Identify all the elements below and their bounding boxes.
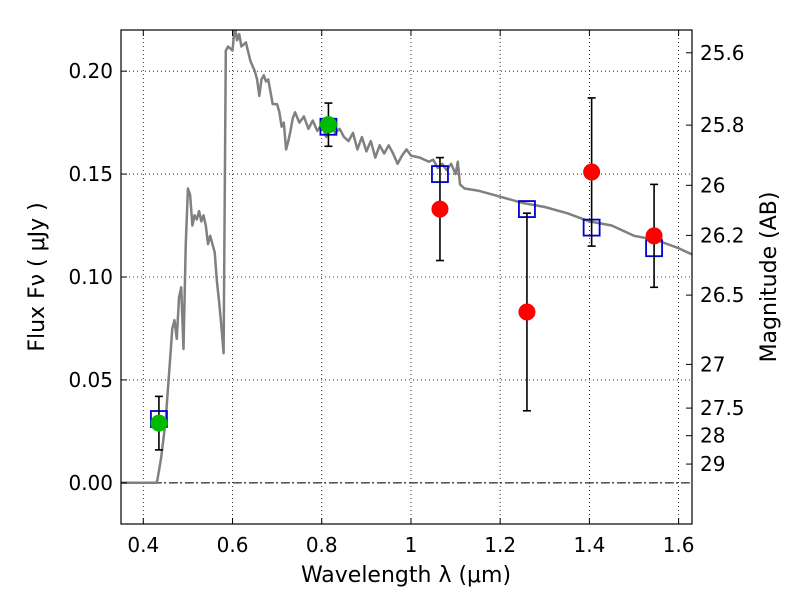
data-marks (150, 97, 663, 451)
x-tick-label: 1.6 (663, 533, 695, 557)
y-axis-label: Flux Fν ( μJy ) (25, 202, 50, 351)
right-axis-ticks: 25.6 25.8 26 26.2 26.5 27 27.5 28 29 (686, 41, 745, 476)
y-tick-label: 0.00 (68, 471, 113, 495)
x-tick-label: 1 (405, 533, 418, 557)
right-tick-label: 26.2 (700, 223, 745, 247)
x-tick-label: 0.6 (217, 533, 249, 557)
y-axis-ticks: 0.00 0.05 0.10 0.15 0.20 (68, 59, 127, 495)
right-tick-label: 27.5 (700, 396, 745, 420)
x-tick-label: 1.4 (573, 533, 605, 557)
red-data-point (645, 227, 663, 245)
right-tick-label: 26.5 (700, 283, 745, 307)
template-spectrum-line (121, 30, 692, 485)
y-tick-label: 0.15 (68, 162, 113, 186)
green-data-point (319, 116, 337, 134)
green-data-point (150, 414, 168, 432)
right-axis-label: Magnitude (AB) (757, 192, 782, 363)
right-tick-label: 25.8 (700, 113, 745, 137)
right-tick-label: 28 (700, 424, 725, 448)
right-tick-label: 25.6 (700, 41, 745, 65)
x-tick-label: 1.2 (484, 533, 516, 557)
red-data-point (518, 303, 536, 321)
x-tick-label: 0.4 (127, 533, 159, 557)
y-tick-label: 0.20 (68, 59, 113, 83)
y-tick-label: 0.10 (68, 265, 113, 289)
x-tick-label: 0.8 (306, 533, 338, 557)
red-data-point (583, 163, 601, 181)
red-data-point (431, 200, 449, 218)
right-tick-label: 27 (700, 352, 725, 376)
right-tick-label: 29 (700, 452, 725, 476)
y-tick-label: 0.05 (68, 368, 113, 392)
plot-background (121, 30, 692, 524)
right-tick-label: 26 (700, 173, 725, 197)
x-axis-ticks: 0.4 0.6 0.8 1 1.2 1.4 1.6 (127, 30, 695, 557)
x-axis-label: Wavelength λ (μm) (301, 563, 511, 588)
